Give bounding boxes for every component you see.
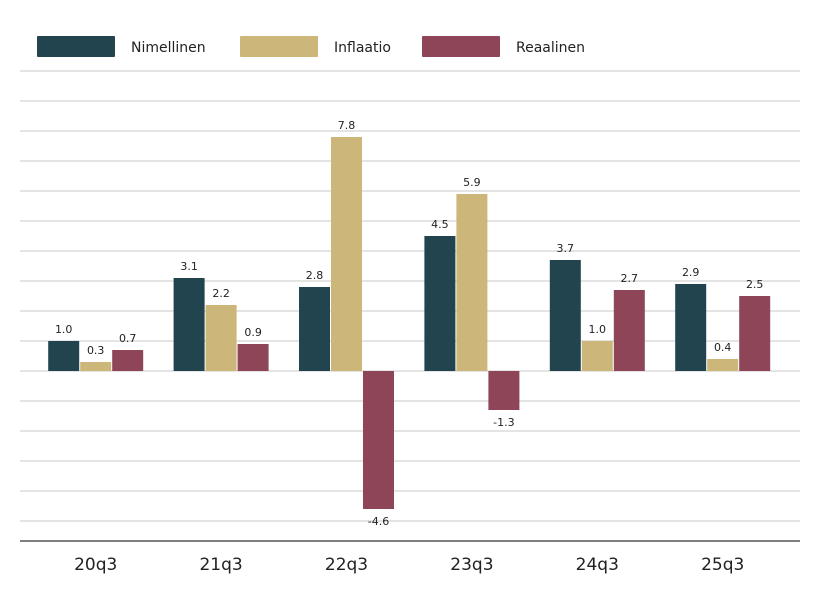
legend-label-inflaatio: Inflaatio [334,40,391,56]
data-label: 5.9 [463,176,481,189]
bar-nimellinen [299,287,330,371]
x-tick-label: 20q3 [74,555,117,575]
bar-reaalinen [363,371,394,509]
data-label: 1.0 [589,323,607,336]
data-label: 2.5 [746,278,764,291]
bar-reaalinen [112,350,144,371]
x-tick-label: 23q3 [450,555,493,575]
data-label: 0.9 [244,326,262,339]
legend-swatch-nimellinen [37,36,115,57]
legend-label-nimellinen: Nimellinen [131,40,206,56]
bar-inflaatio [80,362,112,371]
data-label: 1.0 [55,323,73,336]
bar-reaalinen [488,371,520,410]
legend-swatch-reaalinen [422,36,500,57]
data-label: 2.2 [212,287,230,300]
bar-inflaatio [581,341,613,371]
data-label: 2.7 [621,272,639,285]
data-label: 7.8 [338,119,356,132]
x-tick-label: 22q3 [325,555,368,575]
data-label: -1.3 [493,416,514,429]
bar-reaalinen [739,296,771,371]
bar-nimellinen [424,236,456,371]
bar-reaalinen [237,344,269,371]
bar-inflaatio [707,359,739,371]
data-label: 0.7 [119,332,137,345]
data-label: 3.7 [557,242,575,255]
bar-nimellinen [173,278,205,371]
bar-nimellinen [549,260,581,371]
data-label: 2.8 [306,269,324,282]
bar-inflaatio [456,194,488,371]
bar-inflaatio [331,137,362,371]
data-label: 0.3 [87,344,105,357]
x-tick-label: 24q3 [576,555,619,575]
x-tick-label: 25q3 [701,555,744,575]
bar-reaalinen [613,290,645,371]
data-label: 2.9 [682,266,700,279]
bar-nimellinen [675,284,707,371]
data-label: -4.6 [368,515,389,528]
legend-swatch-inflaatio [240,36,318,57]
bar-nimellinen [48,341,80,371]
bar-inflaatio [205,305,237,371]
data-label: 4.5 [431,218,449,231]
data-label: 3.1 [180,260,198,273]
legend-label-reaalinen: Reaalinen [516,40,585,56]
x-tick-label: 21q3 [199,555,242,575]
data-label: 0.4 [714,341,732,354]
